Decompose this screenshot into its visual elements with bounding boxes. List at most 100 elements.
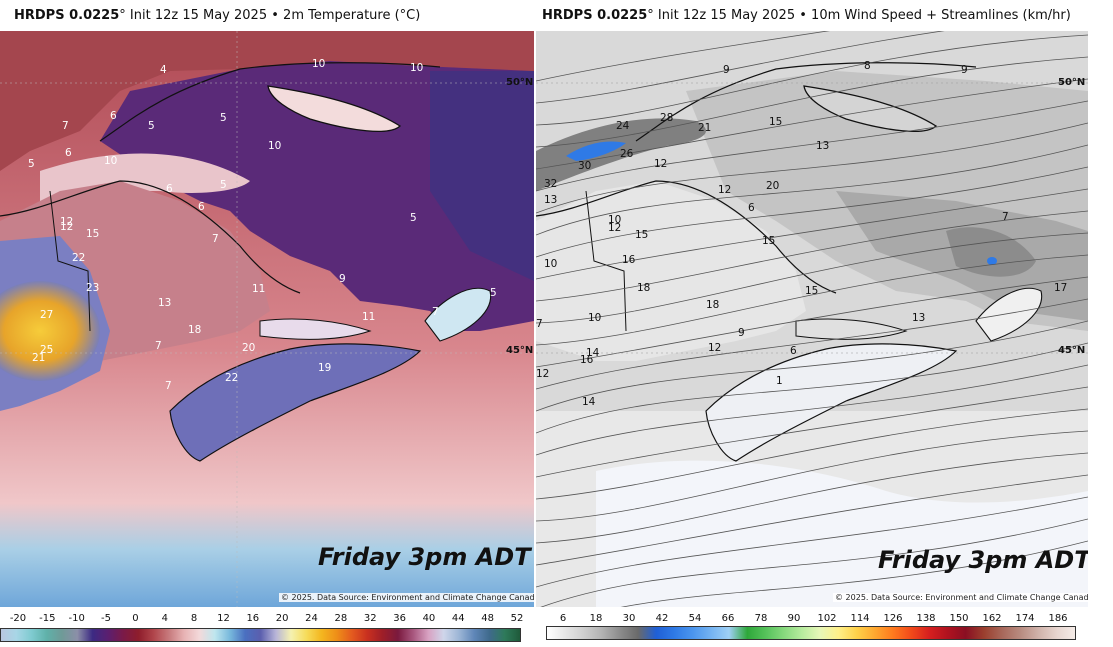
- streamline: [536, 166, 1088, 258]
- wind-speed-value: 12: [718, 184, 731, 196]
- temperature-value: 22: [72, 252, 85, 264]
- streamline: [536, 56, 1088, 148]
- streamline: [536, 320, 1088, 412]
- wind-speed-value: 12: [708, 342, 721, 354]
- colorbar-tick-label: 40: [422, 613, 436, 624]
- degree-sign: °: [119, 8, 126, 23]
- wind-speed-value: 14: [586, 347, 600, 359]
- wind-speed-value: 6: [748, 202, 755, 214]
- latitude-50-label: 50°N: [506, 77, 534, 88]
- colorbar-tick-label: 18: [589, 613, 603, 624]
- temperature-value: 15: [86, 228, 99, 240]
- wind-colorbar: [546, 626, 1076, 640]
- streamline: [536, 78, 1088, 170]
- streamline: [536, 342, 1088, 434]
- colorbar-tick-label: 42: [655, 613, 669, 624]
- temperature-value: 7: [155, 340, 162, 352]
- wind-speed-value: 24: [616, 120, 630, 132]
- streamline: [536, 232, 1088, 324]
- streamline: [536, 452, 1088, 544]
- colorbar-tick-label: -15: [39, 613, 56, 624]
- temperature-value: 21: [32, 352, 45, 364]
- streamline: [536, 364, 1088, 456]
- wind-speed-value: 13: [544, 194, 557, 206]
- copyright-notice: © 2025. Data Source: Environment and Cli…: [279, 593, 534, 602]
- colorbar-tick-label: 36: [393, 613, 406, 624]
- wind-panel-title: HRDPS 0.0225° Init 12z 15 May 2025 • 10m…: [542, 8, 1071, 23]
- colorbar-tick-label: 114: [850, 613, 870, 624]
- field-name: 2m Temperature (°C): [283, 8, 421, 23]
- streamline: [536, 474, 1088, 566]
- streamline: [536, 408, 1088, 500]
- temperature-value: 27: [40, 309, 53, 321]
- temperature-value: 13: [158, 297, 171, 309]
- temperature-map: 4 10 10 7 6 5 5 5 6 10 10 6 5 6 5 7 12 12 15 22 23 27 13 11 9 18 7…: [0, 31, 534, 607]
- temperature-value: 5: [410, 212, 417, 224]
- temperature-value: 22: [225, 372, 238, 384]
- wind-speed-value: 21: [698, 122, 711, 134]
- panel-divider: [534, 0, 536, 647]
- temperature-value: 7: [62, 120, 69, 132]
- colorbar-tick-label: 102: [817, 613, 837, 624]
- title-bullet: •: [799, 8, 807, 23]
- degree-sign: °: [647, 8, 654, 23]
- temperature-value: 12: [60, 221, 73, 233]
- streamline: [536, 496, 1088, 588]
- temperature-value: 11: [252, 283, 265, 295]
- wind-speed-value: 15: [762, 235, 775, 247]
- wind-speed-value: 28: [660, 112, 673, 124]
- streamline: [536, 254, 1088, 346]
- wind-speed-value: 15: [635, 229, 648, 241]
- wind-speed-value: 30: [578, 160, 591, 172]
- temperature-value: 6: [110, 110, 117, 122]
- colorbar-tick-label: -5: [101, 613, 112, 624]
- colorbar-tick-label: 54: [688, 613, 702, 624]
- wind-speed-value: 10: [608, 214, 621, 226]
- colorbar-tick-label: 0: [132, 613, 139, 624]
- temperature-value: 19: [318, 362, 331, 374]
- colorbar-tick-label: -10: [68, 613, 85, 624]
- streamline: [536, 386, 1088, 478]
- colorbar-tick-label: 28: [334, 613, 348, 624]
- model-name: HRDPS 0.0225: [542, 8, 648, 23]
- wind-speed-value: 14: [582, 396, 596, 408]
- streamline: [536, 100, 1088, 192]
- temperature-colorbar: [0, 628, 521, 642]
- temperature-value: 5: [220, 112, 227, 124]
- colorbar-tick-label: 90: [787, 613, 801, 624]
- temperature-value: 18: [188, 324, 201, 336]
- colorbar-tick-label: 150: [949, 613, 969, 624]
- wind-speed-value: 17: [1054, 282, 1067, 294]
- wind-speed-value: 15: [805, 285, 818, 297]
- temperature-value: 6: [166, 183, 173, 195]
- colorbar-tick-label: 162: [982, 613, 1002, 624]
- temperature-value: 9: [339, 273, 346, 285]
- temperature-colorbar-ticks: -20 -15 -10 -5 0 4 8 12 16 20 24 28 32 36 40 44 48 52: [0, 613, 534, 627]
- colorbar-tick-label: 20: [275, 613, 289, 624]
- temperature-value: 7: [432, 306, 439, 318]
- streamline: [536, 298, 1088, 390]
- colorbar-tick-label: 4: [161, 613, 168, 624]
- colorbar-tick-label: 48: [481, 613, 495, 624]
- colorbar-tick-label: -20: [9, 613, 27, 624]
- latitude-50-label: 50°N: [1058, 77, 1086, 88]
- temperature-value: 10: [104, 155, 117, 167]
- latitude-45-label: 45°N: [1058, 345, 1086, 356]
- colorbar-tick-label: 174: [1015, 613, 1035, 624]
- wind-speed-value: 1: [776, 375, 783, 387]
- model-name: HRDPS 0.0225: [14, 8, 120, 23]
- temperature-panel-title: HRDPS 0.0225° Init 12z 15 May 2025 • 2m …: [14, 8, 420, 23]
- copyright-notice: © 2025. Data Source: Environment and Cli…: [833, 593, 1088, 602]
- temperature-value: 6: [198, 201, 205, 213]
- streamline: [536, 188, 1088, 280]
- colorbar-tick-label: 8: [190, 613, 198, 624]
- colorbar-tick-label: 78: [754, 613, 768, 624]
- temperature-value: 23: [86, 282, 99, 294]
- wind-speed-value: 12: [536, 368, 549, 380]
- colorbar-tick-label: 44: [451, 613, 465, 624]
- colorbar-tick-label: 12: [217, 613, 230, 624]
- wind-speed-value: 6: [790, 345, 797, 357]
- wind-speed-value: 12: [608, 222, 621, 234]
